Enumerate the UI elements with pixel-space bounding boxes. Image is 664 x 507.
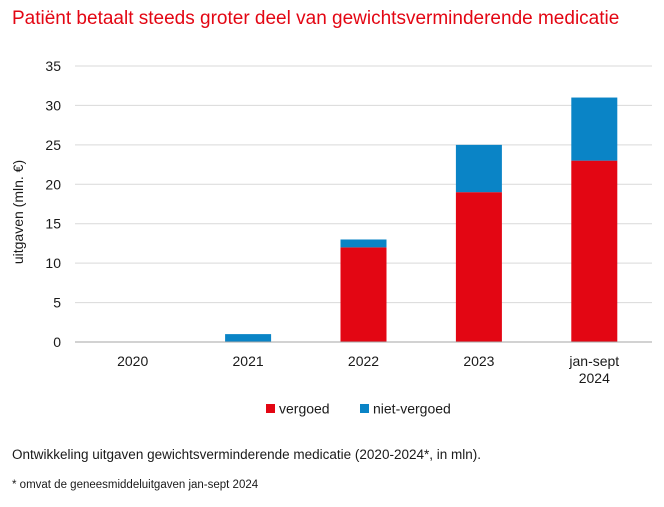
y-tick-label: 25: [45, 137, 61, 153]
y-axis-title: uitgaven (mln. €): [10, 160, 26, 264]
y-tick-label: 15: [45, 216, 61, 232]
x-tick-label: jan-sept: [568, 353, 619, 369]
legend-swatch-vergoed: [266, 404, 275, 413]
bar-layer: [225, 97, 618, 342]
chart-legend: vergoed niet-vergoed: [266, 401, 451, 417]
label-layer: 0 5 10 15 20 25 30 35 2020 2021 2022 2023 jan-sept20…: [10, 58, 619, 386]
chart-footnote: * omvat de geneesmiddeluitgaven jan-sept…: [12, 479, 259, 491]
bar-niet-vergoed-2023: [455, 144, 502, 193]
y-tick-label: 30: [45, 97, 61, 113]
bar-niet-vergoed-2021: [225, 334, 272, 342]
chart-caption: Ontwikkeling uitgaven gewichtsvermindere…: [12, 447, 481, 462]
legend-swatch-niet-vergoed: [360, 404, 369, 413]
x-tick-label: 2024: [579, 370, 610, 386]
x-tick-label: 2023: [463, 353, 494, 369]
x-tick-label: 2022: [348, 353, 379, 369]
x-tick-label: 2021: [233, 353, 264, 369]
y-tick-label: 5: [53, 295, 61, 311]
y-tick-label: 35: [45, 58, 61, 74]
legend-label-niet-vergoed: niet-vergoed: [373, 401, 451, 417]
bar-vergoed-jan-sept-2024: [571, 160, 618, 342]
bar-vergoed-2023: [455, 192, 502, 342]
bar-niet-vergoed-jan-sept-2024: [571, 97, 618, 161]
bar-niet-vergoed-2022: [340, 239, 387, 248]
legend-label-vergoed: vergoed: [279, 401, 330, 417]
y-tick-label: 10: [45, 255, 61, 271]
bar-vergoed-2022: [340, 247, 387, 342]
chart-title: Patiënt betaalt steeds groter deel van g…: [12, 8, 620, 29]
y-tick-label: 20: [45, 176, 61, 192]
y-tick-label: 0: [53, 334, 61, 350]
x-tick-label: 2020: [117, 353, 148, 369]
